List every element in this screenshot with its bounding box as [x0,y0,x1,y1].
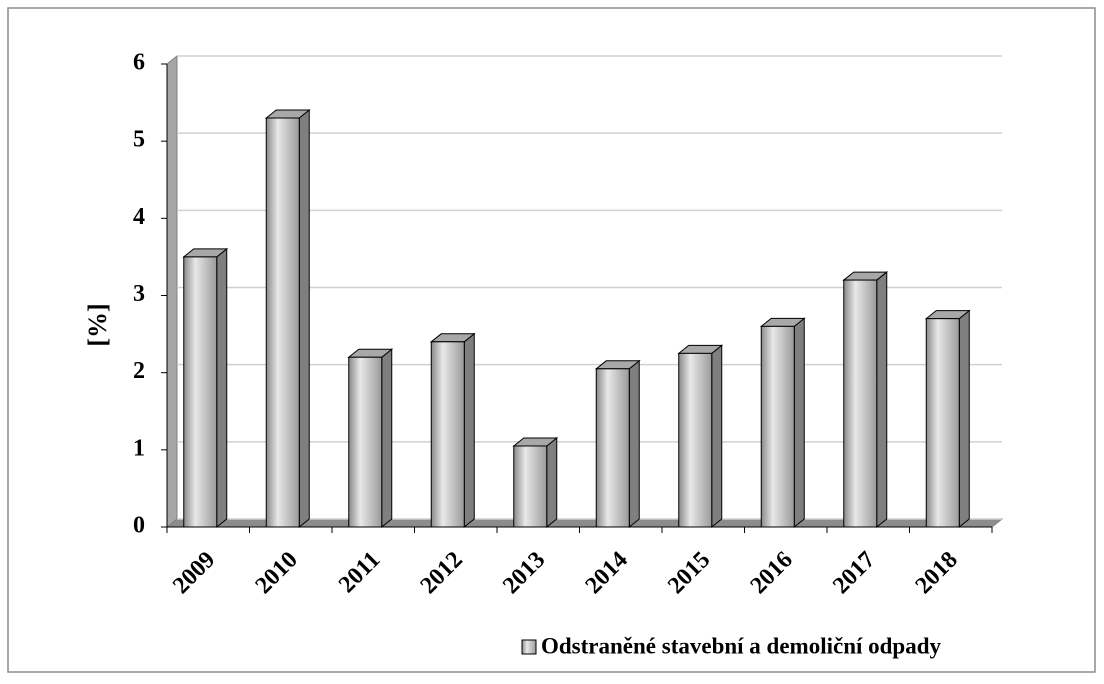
side-wall [166,54,178,529]
bar [678,352,713,528]
y-tick-label: 4 [133,204,145,230]
bar [265,117,300,528]
x-tick-label: 2012 [416,547,468,599]
y-tick-label: 2 [133,358,145,384]
bar [183,256,218,528]
y-tick-label: 1 [133,435,145,461]
x-tick-label: 2017 [828,547,880,599]
x-tick-label: 2016 [746,547,798,599]
bar [348,356,383,528]
bar [430,341,465,528]
x-tick-label: 2013 [498,547,550,599]
chart-border [7,7,1096,673]
y-tick-label: 5 [133,127,145,153]
bar [925,318,960,528]
bar [595,368,630,528]
legend-label: Odstraněné stavební a demoliční odpady [541,633,941,658]
bar [513,445,548,528]
bar-side [711,344,723,529]
bar-side [298,108,310,529]
bar-side [463,332,475,529]
bar-side [216,247,228,529]
x-tick-label: 2009 [168,547,220,599]
bar-side [546,436,558,529]
bar-side [876,271,888,529]
y-tick-label: 0 [133,513,145,539]
y-axis-label: [%] [83,303,112,346]
bar-side [793,317,805,529]
bar [760,325,795,528]
x-tick-label: 2018 [911,547,963,599]
y-tick-label: 3 [133,281,145,307]
y-tick-label: 6 [133,50,145,76]
bar-side [958,309,970,529]
x-tick-label: 2015 [663,547,715,599]
x-tick-label: 2011 [334,547,385,598]
bar [843,279,878,528]
legend: Odstraněné stavební a demoliční odpady [521,633,941,658]
x-tick-label: 2014 [581,547,633,599]
legend-swatch [521,639,537,655]
x-tick-label: 2010 [251,547,303,599]
bar-side [628,359,640,529]
bar-side [381,348,393,529]
